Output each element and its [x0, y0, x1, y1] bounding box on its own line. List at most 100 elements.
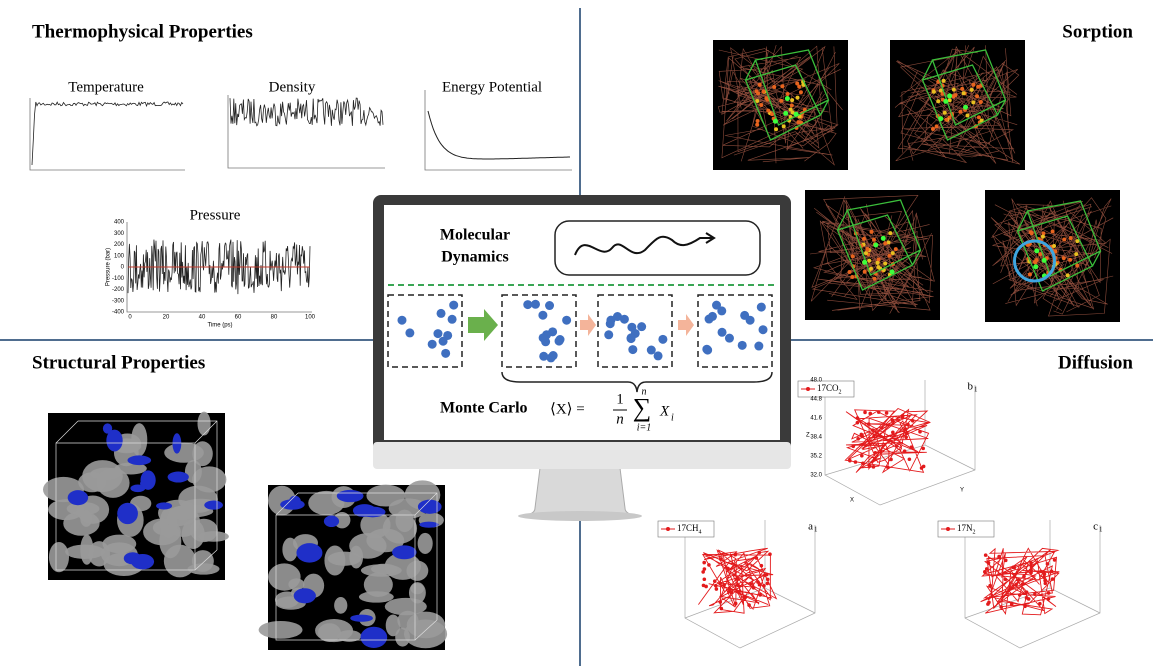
- atom: [971, 100, 975, 104]
- point: [726, 567, 730, 571]
- atom: [1028, 272, 1032, 276]
- point: [987, 561, 991, 565]
- point: [868, 464, 872, 468]
- guest: [785, 96, 790, 101]
- particle: [712, 301, 721, 310]
- atom: [872, 238, 876, 242]
- formula-part: 1: [616, 391, 624, 407]
- point: [755, 556, 759, 560]
- particle: [437, 309, 446, 318]
- guest: [1034, 248, 1039, 253]
- atom: [764, 96, 768, 100]
- atom: [948, 98, 952, 102]
- atom: [1029, 230, 1033, 234]
- atom: [1041, 235, 1045, 239]
- formula-part: ⟨X⟩ =: [550, 401, 585, 417]
- point: [997, 555, 1001, 559]
- legend-label: 17N: [957, 523, 973, 533]
- particle: [539, 333, 548, 342]
- particle: [647, 346, 656, 355]
- atom: [1035, 258, 1039, 262]
- point: [766, 582, 770, 586]
- point: [758, 593, 762, 597]
- point: [1043, 572, 1047, 576]
- point: [722, 583, 726, 587]
- trajectory: [981, 548, 1060, 615]
- particle: [620, 315, 629, 324]
- surface: [359, 591, 394, 602]
- point: [1018, 593, 1022, 597]
- point: [744, 595, 748, 599]
- surface-inner: [350, 615, 373, 622]
- surface-inner: [172, 433, 181, 453]
- particle: [718, 328, 727, 337]
- atom: [876, 261, 880, 265]
- point: [1029, 561, 1033, 565]
- legend-sub: 2: [839, 389, 842, 395]
- surface: [185, 460, 202, 483]
- point: [1038, 602, 1042, 606]
- atom: [932, 90, 936, 94]
- atom: [883, 241, 887, 245]
- point: [918, 430, 922, 434]
- point: [702, 561, 706, 565]
- tick-label: -200: [112, 287, 125, 293]
- point: [1022, 575, 1026, 579]
- atom: [766, 109, 770, 113]
- plot-title: Temperature: [68, 79, 144, 95]
- particle: [545, 301, 554, 310]
- point: [765, 573, 769, 577]
- tick-label: -300: [112, 298, 125, 304]
- guest: [773, 119, 778, 124]
- tick-label: 44.8: [810, 397, 822, 403]
- point: [920, 466, 924, 470]
- atom: [755, 123, 759, 127]
- point: [860, 454, 864, 458]
- point: [856, 421, 860, 425]
- atom: [761, 90, 765, 94]
- surface-inner: [294, 588, 316, 603]
- point: [1025, 596, 1029, 600]
- atom: [887, 254, 891, 258]
- surface: [198, 412, 211, 436]
- point: [987, 601, 991, 605]
- atom: [799, 90, 803, 94]
- guest: [881, 236, 886, 241]
- guest: [947, 93, 952, 98]
- atom: [960, 87, 964, 91]
- point: [736, 584, 740, 588]
- particle: [658, 335, 667, 344]
- atom: [958, 110, 962, 114]
- tick-label: 60: [235, 315, 242, 321]
- atom: [790, 98, 794, 102]
- heading: Diffusion: [1058, 352, 1133, 373]
- atom: [971, 83, 975, 87]
- tick-label: -400: [112, 310, 125, 316]
- point: [768, 552, 772, 556]
- surface-inner: [392, 545, 416, 559]
- surface: [259, 621, 303, 639]
- point: [1033, 592, 1037, 596]
- point: [1004, 559, 1008, 563]
- legend-label: 17CH: [677, 523, 699, 533]
- atom: [1052, 244, 1056, 248]
- formula-part: i: [671, 412, 674, 423]
- atom: [848, 270, 852, 274]
- atom: [944, 118, 948, 122]
- atom: [869, 230, 873, 234]
- atom: [979, 100, 983, 104]
- plot-title: Energy Potential: [442, 79, 542, 95]
- point: [985, 567, 989, 571]
- surface: [49, 542, 69, 572]
- point: [714, 584, 718, 588]
- formula-part: n: [642, 386, 647, 397]
- point: [856, 416, 860, 420]
- atom: [877, 257, 881, 261]
- surface-inner: [361, 627, 388, 648]
- point: [856, 437, 860, 441]
- particle: [433, 329, 442, 338]
- point: [861, 462, 865, 466]
- point: [737, 591, 741, 595]
- point: [719, 557, 723, 561]
- atom: [796, 96, 800, 100]
